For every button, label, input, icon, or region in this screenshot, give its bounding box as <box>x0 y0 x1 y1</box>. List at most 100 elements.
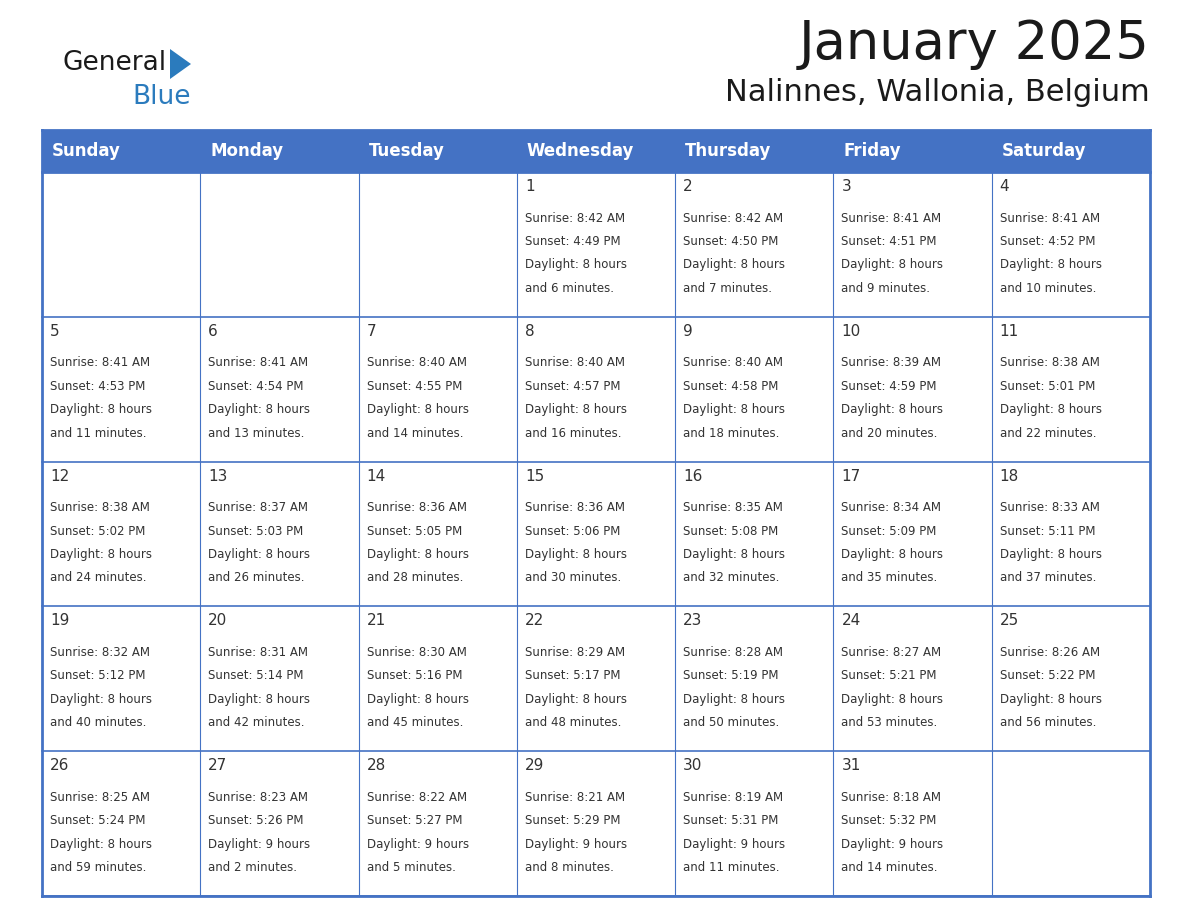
Text: Daylight: 8 hours: Daylight: 8 hours <box>50 837 152 851</box>
Text: and 35 minutes.: and 35 minutes. <box>841 571 937 585</box>
Bar <box>42 751 201 896</box>
Text: Daylight: 8 hours: Daylight: 8 hours <box>525 258 627 272</box>
Bar <box>42 172 201 317</box>
Text: Sunset: 5:26 PM: Sunset: 5:26 PM <box>208 814 304 827</box>
Text: Saturday: Saturday <box>1001 142 1086 160</box>
Text: Daylight: 8 hours: Daylight: 8 hours <box>841 548 943 561</box>
Text: Sunset: 4:58 PM: Sunset: 4:58 PM <box>683 380 778 393</box>
Text: Sunrise: 8:38 AM: Sunrise: 8:38 AM <box>1000 356 1100 370</box>
Text: Sunrise: 8:36 AM: Sunrise: 8:36 AM <box>525 501 625 514</box>
Text: and 7 minutes.: and 7 minutes. <box>683 282 772 295</box>
Text: Wednesday: Wednesday <box>526 142 634 160</box>
Text: and 42 minutes.: and 42 minutes. <box>208 716 305 729</box>
Text: and 32 minutes.: and 32 minutes. <box>683 571 779 585</box>
Text: Daylight: 8 hours: Daylight: 8 hours <box>525 548 627 561</box>
Text: Nalinnes, Wallonia, Belgium: Nalinnes, Wallonia, Belgium <box>725 78 1150 107</box>
Text: and 30 minutes.: and 30 minutes. <box>525 571 621 585</box>
Text: 31: 31 <box>841 758 861 773</box>
Text: Sunrise: 8:34 AM: Sunrise: 8:34 AM <box>841 501 941 514</box>
Bar <box>834 751 992 896</box>
Bar <box>42 607 201 751</box>
Text: Sunrise: 8:21 AM: Sunrise: 8:21 AM <box>525 791 625 804</box>
Bar <box>359 317 517 462</box>
Text: 23: 23 <box>683 613 702 629</box>
Text: 15: 15 <box>525 468 544 484</box>
Text: Sunrise: 8:40 AM: Sunrise: 8:40 AM <box>525 356 625 370</box>
Text: Sunrise: 8:19 AM: Sunrise: 8:19 AM <box>683 791 783 804</box>
Text: Sunset: 4:59 PM: Sunset: 4:59 PM <box>841 380 937 393</box>
Text: Daylight: 8 hours: Daylight: 8 hours <box>1000 693 1101 706</box>
Polygon shape <box>170 49 191 79</box>
Text: Sunrise: 8:29 AM: Sunrise: 8:29 AM <box>525 646 625 659</box>
Bar <box>517 172 675 317</box>
Bar <box>42 462 201 607</box>
Bar <box>517 462 675 607</box>
Text: 30: 30 <box>683 758 702 773</box>
Text: Daylight: 8 hours: Daylight: 8 hours <box>683 693 785 706</box>
Text: Sunset: 5:01 PM: Sunset: 5:01 PM <box>1000 380 1095 393</box>
Text: and 22 minutes.: and 22 minutes. <box>1000 427 1097 440</box>
Text: 16: 16 <box>683 468 702 484</box>
Text: and 14 minutes.: and 14 minutes. <box>367 427 463 440</box>
Text: 27: 27 <box>208 758 228 773</box>
Text: Sunset: 5:14 PM: Sunset: 5:14 PM <box>208 669 304 682</box>
Text: and 59 minutes.: and 59 minutes. <box>50 861 146 874</box>
Text: Daylight: 8 hours: Daylight: 8 hours <box>841 403 943 416</box>
Bar <box>517 317 675 462</box>
Bar <box>201 172 359 317</box>
Text: 17: 17 <box>841 468 860 484</box>
Text: Sunset: 5:05 PM: Sunset: 5:05 PM <box>367 525 462 538</box>
Text: Daylight: 9 hours: Daylight: 9 hours <box>208 837 310 851</box>
Text: Daylight: 9 hours: Daylight: 9 hours <box>367 837 469 851</box>
Text: Daylight: 9 hours: Daylight: 9 hours <box>841 837 943 851</box>
Text: 18: 18 <box>1000 468 1019 484</box>
Bar <box>201 462 359 607</box>
Text: Daylight: 8 hours: Daylight: 8 hours <box>367 403 468 416</box>
Text: Sunset: 5:19 PM: Sunset: 5:19 PM <box>683 669 778 682</box>
Text: Sunrise: 8:27 AM: Sunrise: 8:27 AM <box>841 646 942 659</box>
Bar <box>201 607 359 751</box>
Text: and 20 minutes.: and 20 minutes. <box>841 427 937 440</box>
Text: 20: 20 <box>208 613 228 629</box>
Text: Sunrise: 8:23 AM: Sunrise: 8:23 AM <box>208 791 308 804</box>
Bar <box>517 751 675 896</box>
Text: and 9 minutes.: and 9 minutes. <box>841 282 930 295</box>
Text: and 18 minutes.: and 18 minutes. <box>683 427 779 440</box>
Text: Daylight: 8 hours: Daylight: 8 hours <box>683 403 785 416</box>
Text: Sunset: 4:57 PM: Sunset: 4:57 PM <box>525 380 620 393</box>
Text: 19: 19 <box>50 613 69 629</box>
Text: and 50 minutes.: and 50 minutes. <box>683 716 779 729</box>
Text: Sunset: 5:29 PM: Sunset: 5:29 PM <box>525 814 620 827</box>
Text: and 24 minutes.: and 24 minutes. <box>50 571 146 585</box>
Text: Sunset: 5:22 PM: Sunset: 5:22 PM <box>1000 669 1095 682</box>
Bar <box>992 317 1150 462</box>
Text: Daylight: 8 hours: Daylight: 8 hours <box>208 548 310 561</box>
Bar <box>42 317 201 462</box>
Text: Sunrise: 8:40 AM: Sunrise: 8:40 AM <box>367 356 467 370</box>
Text: Daylight: 8 hours: Daylight: 8 hours <box>50 403 152 416</box>
Text: Sunrise: 8:28 AM: Sunrise: 8:28 AM <box>683 646 783 659</box>
Text: Sunrise: 8:32 AM: Sunrise: 8:32 AM <box>50 646 150 659</box>
Text: 13: 13 <box>208 468 228 484</box>
Text: Daylight: 8 hours: Daylight: 8 hours <box>50 548 152 561</box>
Text: and 13 minutes.: and 13 minutes. <box>208 427 304 440</box>
Text: Sunrise: 8:41 AM: Sunrise: 8:41 AM <box>841 212 942 225</box>
Text: Daylight: 8 hours: Daylight: 8 hours <box>1000 403 1101 416</box>
Text: 7: 7 <box>367 324 377 339</box>
Text: Sunrise: 8:35 AM: Sunrise: 8:35 AM <box>683 501 783 514</box>
Bar <box>201 317 359 462</box>
Text: Sunset: 5:06 PM: Sunset: 5:06 PM <box>525 525 620 538</box>
Text: Sunset: 5:11 PM: Sunset: 5:11 PM <box>1000 525 1095 538</box>
Text: and 45 minutes.: and 45 minutes. <box>367 716 463 729</box>
Text: Sunday: Sunday <box>52 142 121 160</box>
Text: Sunrise: 8:37 AM: Sunrise: 8:37 AM <box>208 501 308 514</box>
Text: Daylight: 8 hours: Daylight: 8 hours <box>208 403 310 416</box>
Text: and 5 minutes.: and 5 minutes. <box>367 861 455 874</box>
Text: Monday: Monday <box>210 142 284 160</box>
Text: 4: 4 <box>1000 179 1010 194</box>
Text: Sunrise: 8:42 AM: Sunrise: 8:42 AM <box>525 212 625 225</box>
Text: Sunrise: 8:38 AM: Sunrise: 8:38 AM <box>50 501 150 514</box>
Text: and 14 minutes.: and 14 minutes. <box>841 861 939 874</box>
Bar <box>201 751 359 896</box>
Text: Sunset: 5:27 PM: Sunset: 5:27 PM <box>367 814 462 827</box>
